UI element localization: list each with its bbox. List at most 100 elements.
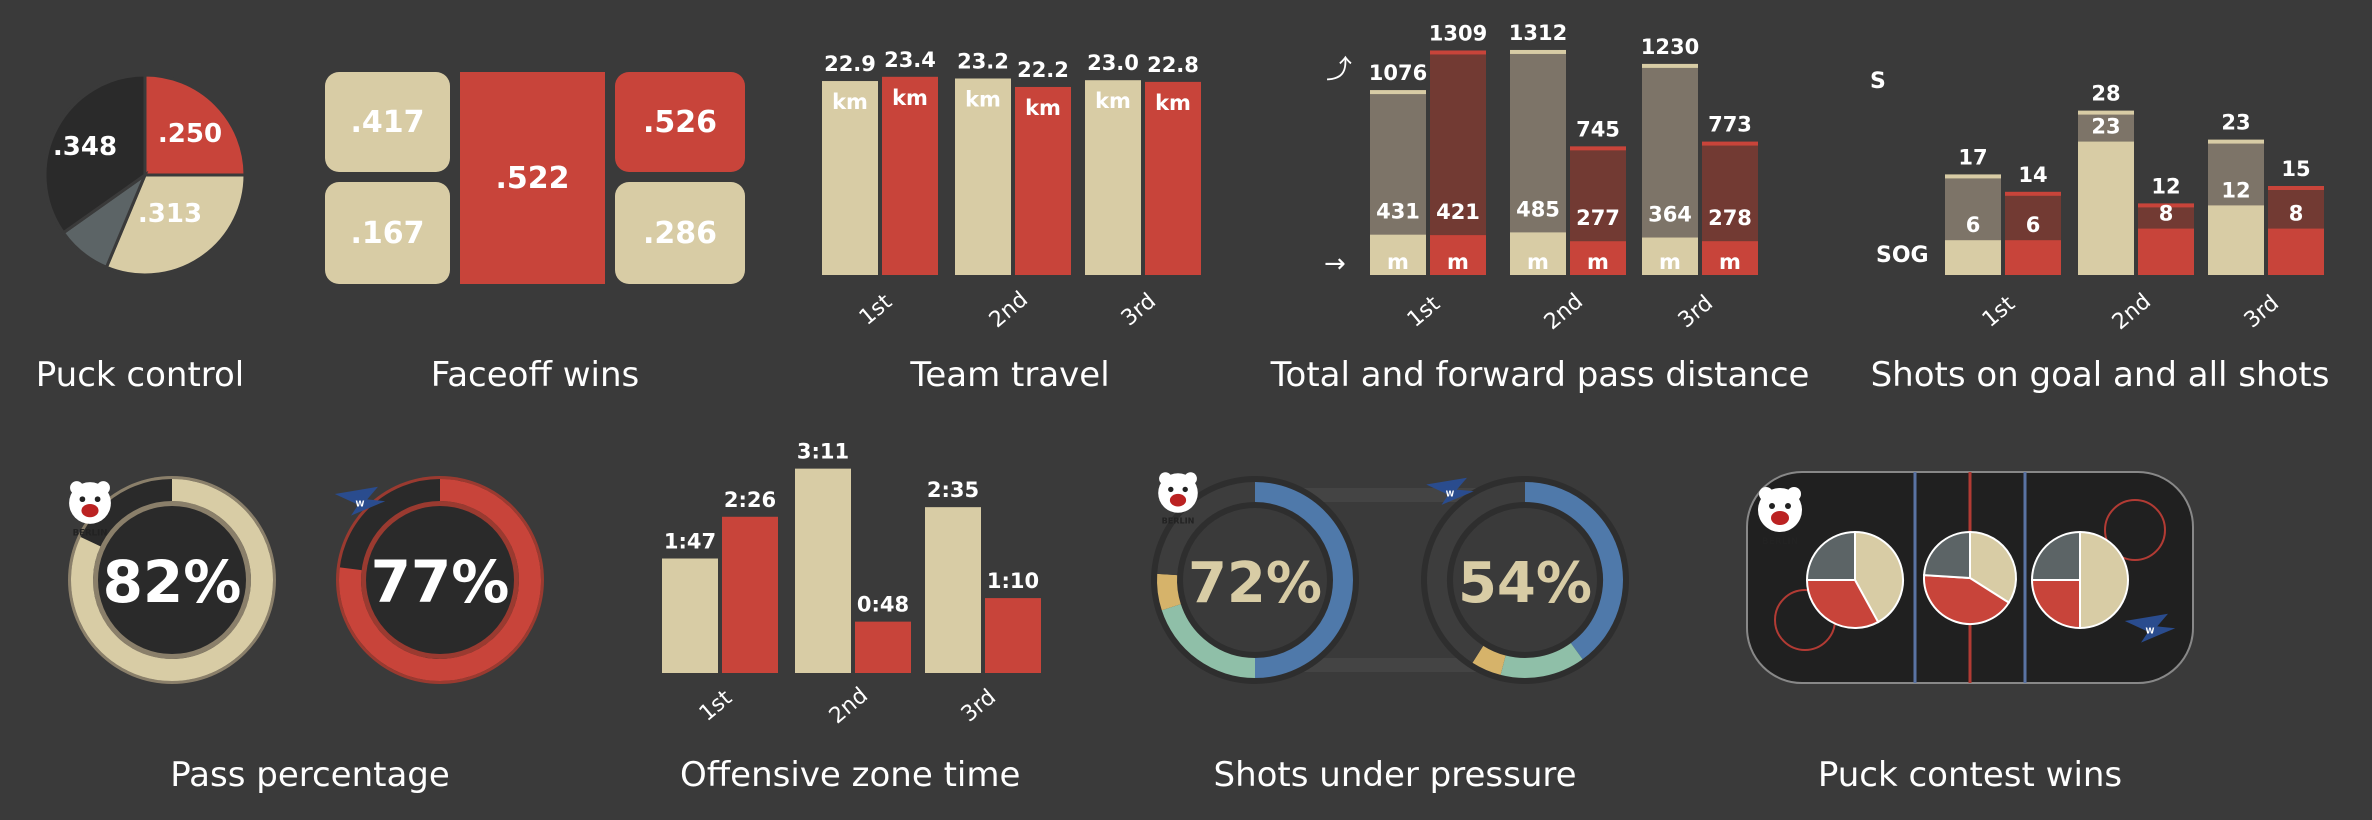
ozone-panel: 1:47 2:26 1st 3:11 0:48 2nd 2:35 1:10 3rd	[640, 420, 1060, 730]
shots-all-label: 17	[1958, 145, 1987, 169]
wildwings-logo-text: W	[1446, 489, 1455, 498]
travel-unit-label: km	[1155, 91, 1191, 115]
shots-all-cap	[2005, 191, 2061, 196]
pass-distance-title: Total and forward pass distance	[1270, 355, 1810, 395]
shots-all-cap	[1945, 174, 2001, 179]
puck-slice-label: .250	[158, 119, 222, 149]
pressure-title: Shots under pressure	[1213, 755, 1577, 795]
travel-tick-label: 1st	[855, 289, 897, 330]
shots-sog-bar	[2268, 228, 2324, 275]
pass-forward-label: 421	[1436, 200, 1480, 224]
pass-forward-label: 485	[1516, 197, 1560, 221]
contest-slice	[1923, 574, 2011, 625]
bear-ear	[1759, 487, 1773, 501]
shots-sog-label: 6	[2026, 213, 2041, 237]
shots-all-cap	[2078, 110, 2134, 115]
shots-all-label: 12	[2151, 174, 2180, 198]
wildwings-logo-icon: W	[1426, 477, 1474, 505]
contest-slice	[2079, 530, 2129, 630]
ozone-value-label: 0:48	[857, 593, 909, 617]
pressure-pct-label: 54%	[1458, 551, 1592, 616]
pass-tick-label: 3rd	[1674, 291, 1718, 330]
faceoff-cell	[615, 72, 745, 172]
pass-route-icon: ⤴	[1326, 55, 1352, 85]
puck-control-pie: .250 .313 .348	[43, 73, 247, 277]
pass-total-cap	[1642, 63, 1698, 68]
bear-eye	[1182, 486, 1188, 493]
pass-unit-label: m	[1447, 250, 1469, 274]
ozone-value-label: 2:35	[927, 478, 979, 502]
legend-shots-label: S	[1870, 69, 1886, 94]
bear-ear	[1159, 472, 1172, 485]
faceoff-cell-label: .417	[350, 105, 424, 140]
travel-panel: 22.9 km 23.4 km 1st 23.2 km 22.2 km 2nd 23.0 km 22.8…	[810, 30, 1210, 333]
pass-unit-label: m	[1719, 250, 1741, 274]
faceoff-grid: .417 .167 .522 .526 .286	[325, 72, 745, 284]
bear-eye	[94, 496, 101, 503]
pass-total-label: 1230	[1641, 35, 1699, 59]
bear-ear	[1184, 472, 1197, 485]
pass-forward-label: 277	[1576, 206, 1620, 230]
puck-slice	[43, 73, 147, 235]
rink-faceoff-circle	[2104, 499, 2166, 561]
bear-mouth	[1771, 511, 1789, 525]
pass-ring-center	[98, 506, 246, 654]
travel-unit-label: km	[965, 87, 1001, 111]
ozone-bar	[925, 507, 981, 673]
pass-total-label: 1309	[1429, 21, 1487, 45]
pass-pct-label: 77%	[371, 548, 510, 616]
berlin-logo-icon: BERLIN	[1158, 472, 1198, 526]
travel-unit-label: km	[1025, 96, 1061, 120]
pass-ring-center	[366, 506, 514, 654]
pressure-ring-segment	[1254, 482, 1353, 678]
bear-eye	[1769, 503, 1775, 509]
puck-control-title: Puck control	[35, 355, 245, 395]
travel-tick-label: 3rd	[1117, 289, 1161, 330]
bear-ear	[1787, 487, 1801, 501]
contest-slice	[2030, 579, 2081, 630]
shots-chart: S SOG 17 6 14 6 1st 28 23 12 8 2nd 23 12 15 8 3rd	[1870, 69, 2324, 335]
pass-forward-bar	[1370, 234, 1426, 275]
shots-all-label: 15	[2281, 157, 2310, 181]
faceoff-cell	[615, 182, 745, 284]
puck-slice-label: .348	[53, 132, 117, 162]
legend-sog-label: SOG	[1876, 243, 1929, 268]
faceoff-cell-label: .522	[495, 161, 569, 196]
ozone-value-label: 1:47	[664, 530, 716, 554]
faceoff-cell	[325, 72, 450, 172]
offensive-zone-chart: 1:47 2:26 1st 3:11 0:48 2nd 2:35 1:10 3rd	[662, 440, 1041, 729]
pass-unit-label: m	[1387, 250, 1409, 274]
contest-slice	[1923, 530, 1971, 580]
wings-shape	[1426, 477, 1474, 505]
travel-tick-label: 2nd	[985, 287, 1033, 330]
faceoff-panel: .417 .167 .522 .526 .286	[325, 72, 745, 284]
ozone-value-label: 3:11	[797, 440, 849, 464]
faceoff-title: Faceoff wins	[430, 355, 640, 395]
faceoff-cell-label: .286	[643, 216, 717, 251]
pressure-ring-segment	[1472, 645, 1506, 675]
shots-tick-label: 2nd	[2108, 289, 2156, 330]
faceoff-cell-label: .167	[350, 216, 424, 251]
bear-mouth	[1169, 493, 1187, 507]
wildwings-logo-icon: W	[334, 486, 386, 516]
pressure-ring-segment	[1500, 642, 1583, 678]
travel-bar	[1145, 81, 1201, 275]
ozone-value-label: 1:10	[987, 569, 1039, 593]
pressure-ring-center	[1453, 508, 1597, 652]
travel-chart: 22.9 km 23.4 km 1st 23.2 km 22.2 km 2nd 23.0 km 22.8…	[822, 48, 1201, 333]
wildwings-logo-text: W	[2146, 626, 2155, 636]
ozone-bar	[795, 468, 851, 673]
bear-eye	[1785, 503, 1791, 509]
shots-all-cap	[2138, 203, 2194, 208]
bear-eye	[1168, 486, 1174, 493]
wildwings-logo-text: W	[356, 499, 365, 509]
berlin-logo-icon: BERLIN	[1758, 487, 1802, 547]
pass-total-cap	[1430, 50, 1486, 55]
pass-forward-label: 364	[1648, 203, 1692, 227]
bear-ear	[96, 481, 110, 495]
ozone-bar	[985, 598, 1041, 673]
pass-pct-panel: 82% 77% BERLIN W	[60, 465, 560, 695]
travel-unit-label: km	[1095, 89, 1131, 113]
puck-contest-rink: BERLIN W	[1746, 471, 2194, 684]
faceoff-cell	[325, 182, 450, 284]
